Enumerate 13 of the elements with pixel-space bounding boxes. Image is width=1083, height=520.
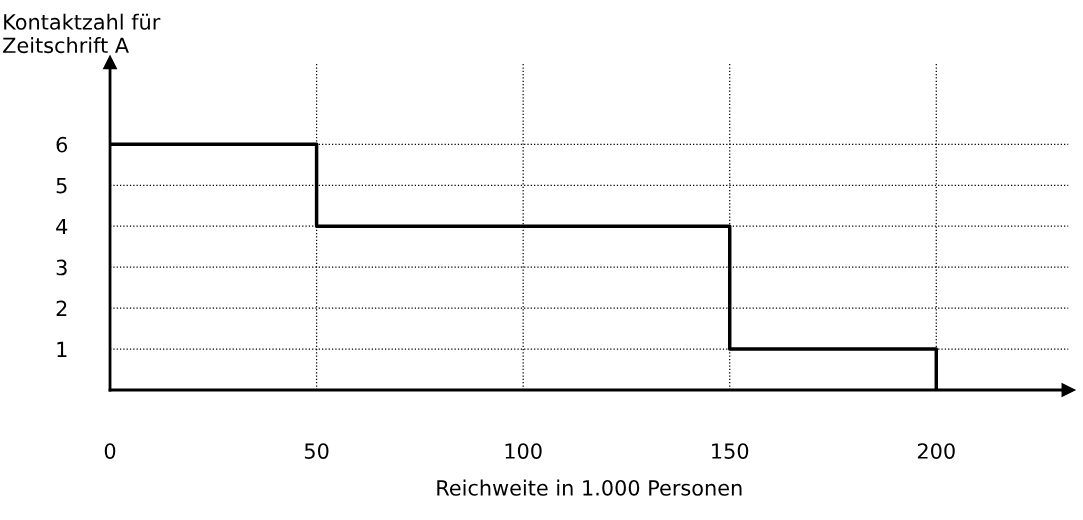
y-tick-label: 5: [56, 177, 67, 194]
y-axis-title: Kontaktzahl für Zeitschrift A: [3, 13, 161, 54]
x-tick-label: 0: [104, 443, 116, 459]
x-tick-label: 150: [712, 443, 749, 459]
y-tick-label: 4: [56, 218, 68, 235]
y-tick-label: 2: [56, 300, 67, 317]
x-tick-label: 50: [304, 443, 329, 459]
x-axis-title: Reichweite in 1.000 Personen: [437, 479, 742, 496]
y-tick-label: 6: [56, 136, 68, 153]
y-tick-label: 3: [56, 259, 67, 276]
x-tick-label: 100: [505, 443, 542, 459]
x-tick-label: 200: [917, 443, 955, 459]
y-tick-label: 1: [57, 341, 67, 357]
